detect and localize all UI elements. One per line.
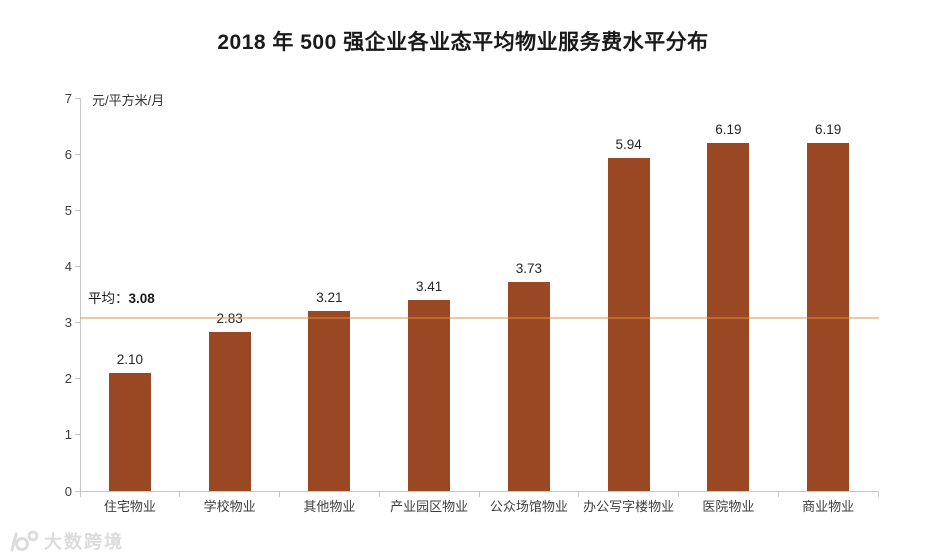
bar bbox=[408, 299, 451, 491]
y-tick-label: 7 bbox=[64, 90, 72, 106]
bar-value-label: 3.73 bbox=[515, 260, 543, 276]
bar-value-label: 3.41 bbox=[415, 278, 443, 294]
bar-value-label: 5.94 bbox=[615, 136, 642, 152]
bar bbox=[108, 373, 151, 491]
x-tick-mark bbox=[179, 492, 181, 497]
bar bbox=[208, 332, 251, 491]
watermark-logo-icon bbox=[10, 530, 38, 552]
x-tick-label: 产业园区物业 bbox=[390, 499, 469, 514]
y-tick-label: 3 bbox=[64, 315, 72, 331]
x-tick-label: 其他物业 bbox=[303, 499, 356, 514]
y-tick-label: 1 bbox=[64, 427, 72, 443]
y-tick-mark bbox=[75, 434, 80, 436]
x-tick-label: 商业物业 bbox=[802, 499, 855, 514]
average-label-text: 平均： bbox=[88, 291, 129, 306]
x-axis bbox=[80, 491, 879, 492]
y-tick-mark bbox=[75, 153, 80, 155]
watermark: 大数跨境 bbox=[8, 528, 124, 554]
x-tick-label: 学校物业 bbox=[203, 499, 256, 514]
y-tick-label: 2 bbox=[64, 371, 72, 387]
x-tick-mark bbox=[79, 492, 81, 497]
y-tick-mark bbox=[75, 265, 80, 267]
average-value: 3.08 bbox=[128, 291, 155, 306]
y-axis bbox=[80, 98, 81, 491]
x-tick-label: 公众场馆物业 bbox=[489, 499, 568, 514]
x-tick-label: 办公写字楼物业 bbox=[583, 499, 675, 514]
bar-value-label: 6.19 bbox=[715, 122, 742, 138]
x-tick-mark bbox=[678, 492, 679, 497]
average-line bbox=[80, 317, 879, 320]
bar-value-label: 2.10 bbox=[116, 352, 144, 368]
y-tick-mark bbox=[75, 322, 80, 324]
y-tick-label: 5 bbox=[64, 202, 72, 218]
average-label: 平均：3.08 bbox=[88, 287, 155, 307]
y-tick-label: 6 bbox=[64, 146, 72, 162]
x-tick-mark bbox=[279, 492, 280, 497]
y-axis-unit-label: 元/平方米/月 bbox=[92, 93, 165, 108]
x-tick-mark bbox=[478, 492, 480, 497]
x-tick-mark bbox=[777, 492, 779, 497]
y-tick-mark bbox=[75, 378, 80, 380]
x-tick-mark bbox=[378, 492, 380, 497]
y-tick-mark bbox=[75, 209, 80, 211]
chart-title: 2018 年 500 强企业各业态平均物业服务费水平分布 bbox=[217, 31, 709, 54]
bar bbox=[507, 281, 550, 491]
bar-value-label: 6.19 bbox=[814, 122, 842, 138]
bar bbox=[607, 157, 650, 491]
y-tick-mark bbox=[75, 97, 80, 99]
y-tick-label: 0 bbox=[64, 483, 72, 499]
x-tick-label: 医院物业 bbox=[702, 499, 755, 514]
watermark-text: 大数跨境 bbox=[44, 532, 124, 552]
bar bbox=[308, 310, 351, 491]
x-tick-label: 住宅物业 bbox=[103, 499, 156, 514]
x-tick-mark bbox=[578, 492, 580, 497]
y-tick-mark bbox=[75, 490, 80, 492]
x-tick-mark bbox=[877, 492, 879, 497]
y-tick-label: 4 bbox=[64, 258, 72, 274]
bar-value-label: 3.21 bbox=[316, 289, 343, 305]
